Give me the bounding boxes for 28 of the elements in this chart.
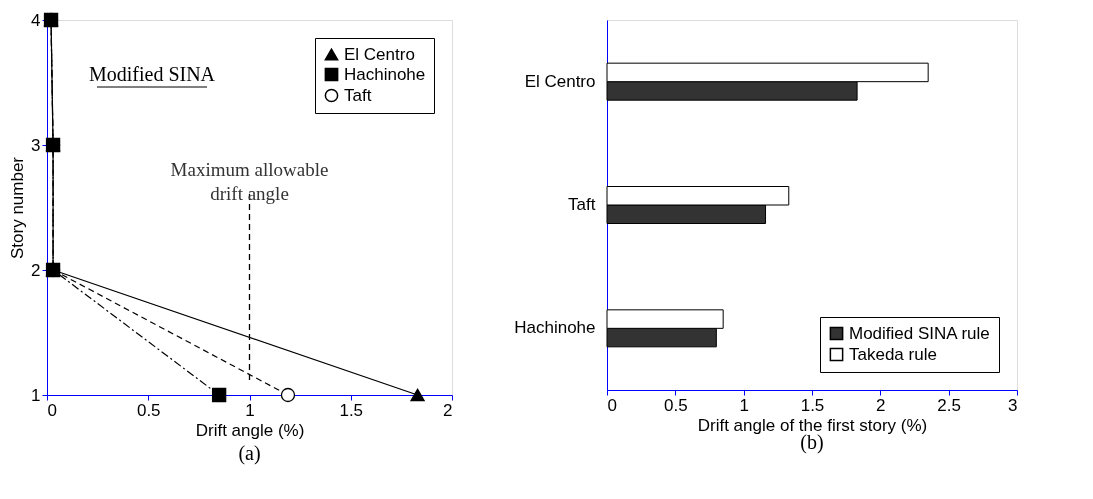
text: (a) (238, 442, 261, 465)
x-tick-label: 3 (1008, 395, 1018, 415)
legend-label: Modified SINA rule (849, 323, 990, 343)
x-tick-label: 2.5 (937, 395, 961, 415)
x-tick-label: 2 (443, 400, 453, 420)
y-tick-label: 3 (31, 135, 41, 155)
y-tick-label: Hachinohe (514, 318, 596, 338)
legend-label: Taft (344, 85, 372, 105)
legend-label: Takeda rule (849, 344, 937, 364)
annotation: Modified SINA (88, 63, 216, 85)
x-tick-label: 1.5 (800, 395, 825, 415)
x-tick-label: 1 (245, 400, 255, 420)
x-tick-label: 0 (607, 395, 617, 415)
x-tick-label: 0.5 (136, 400, 161, 420)
y-tick-label: 4 (31, 10, 41, 30)
y-tick-label: Taft (568, 195, 596, 214)
y-tick-label: El Centro (524, 71, 596, 91)
ref-line-label: Maximum allowable drift angle (170, 159, 329, 204)
x-tick-label: 0.5 (664, 395, 688, 415)
x-tick-label: 2 (876, 395, 886, 415)
legend-label: El Centro (344, 44, 415, 64)
y-axis-title: Story number (8, 156, 28, 260)
y-tick-label: 2 (31, 260, 41, 280)
x-tick-label: 1.5 (339, 400, 364, 420)
x-axis-title: Drift angle (%) (195, 420, 305, 440)
legend-label: Hachinohe (344, 64, 426, 84)
x-tick-label: 1 (739, 395, 749, 415)
x-tick-label: 0 (47, 400, 57, 420)
